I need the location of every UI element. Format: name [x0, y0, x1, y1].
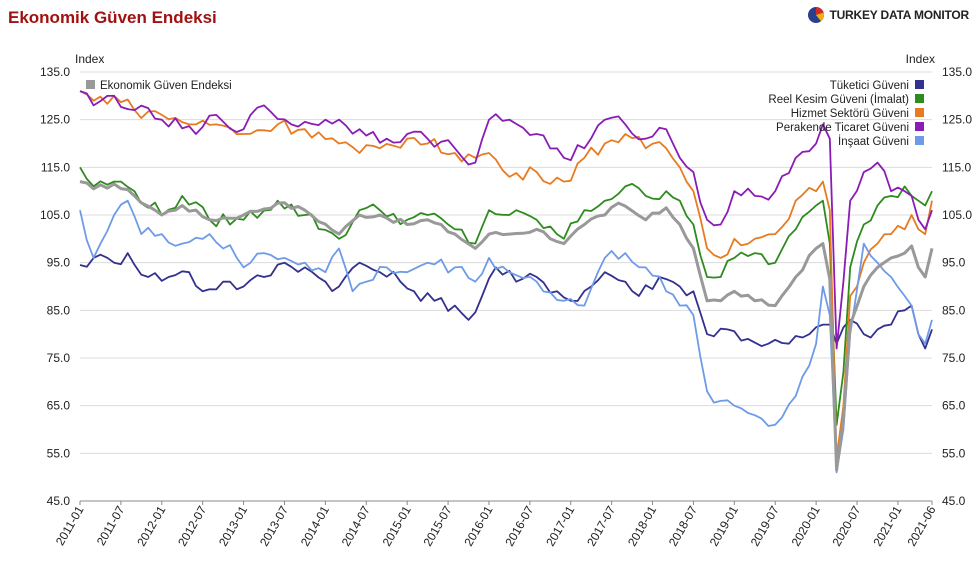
x-tick-label: 2013-07: [257, 503, 291, 548]
y-tick-label-left: 55.0: [47, 446, 71, 460]
y-tick-label-left: 85.0: [47, 303, 71, 317]
series-line: [79, 166, 933, 426]
legend-label: Hizmet Sektörü Güveni: [791, 108, 909, 120]
x-tick-label: 2011-07: [94, 503, 128, 548]
x-tick-label: 2016-01: [461, 503, 495, 548]
x-tick-label: 2019-01: [707, 503, 741, 548]
y-axis-title-left: Index: [75, 52, 104, 66]
x-tick-label: 2015-07: [421, 503, 455, 548]
y-axis-title-right: Index: [906, 52, 935, 66]
y-tick-label-right: 105.0: [942, 208, 972, 222]
legend-swatch: [915, 94, 924, 103]
y-tick-label-right: 115.0: [942, 160, 971, 174]
brand-name: TURKEY DATA MONITOR: [829, 8, 969, 22]
x-tick-label: 2017-07: [584, 503, 618, 548]
x-tick-label: 2012-07: [175, 503, 209, 548]
legend-label: Tüketici Güveni: [830, 80, 909, 92]
series-line: [79, 180, 934, 472]
x-tick-label: 2020-01: [789, 503, 823, 548]
legend-swatch: [86, 80, 95, 89]
x-tick-label: 2014-01: [298, 503, 332, 548]
y-tick-label-right: 135.0: [942, 65, 972, 79]
y-tick-label-left: 135.0: [40, 65, 70, 79]
x-tick-label: 2021-06: [904, 503, 938, 548]
y-tick-label-right: 125.0: [942, 113, 972, 127]
pie-logo-icon: [808, 7, 825, 23]
series-line: [79, 90, 933, 350]
x-tick-label: 2017-01: [543, 503, 577, 548]
y-tick-label-right: 95.0: [942, 256, 966, 270]
x-tick-label: 2015-01: [380, 503, 414, 548]
x-tick-label: 2019-07: [748, 503, 782, 548]
brand-logo[interactable]: TURKEY DATA MONITOR: [807, 6, 969, 24]
legend-swatch: [915, 136, 924, 145]
x-tick-label: 2013-01: [216, 503, 250, 548]
series-line: [79, 90, 933, 460]
y-tick-label-right: 65.0: [942, 399, 966, 413]
x-tick-label: 2014-07: [339, 503, 373, 548]
x-tick-label: 2011-01: [53, 503, 87, 548]
x-tick-label: 2016-07: [502, 503, 536, 548]
legend-label: Reel Kesim Güveni (İmalat): [768, 93, 909, 106]
legend-swatch: [915, 108, 924, 117]
x-tick-label: 2018-07: [666, 503, 700, 548]
y-tick-label-left: 65.0: [47, 399, 71, 413]
legend-swatch: [915, 122, 924, 131]
x-tick-label: 2021-01: [870, 503, 904, 548]
y-tick-label-right: 45.0: [942, 494, 966, 508]
legend-label: Perakende Ticaret Güveni: [776, 122, 909, 134]
series-line: [79, 199, 933, 474]
y-tick-label-right: 85.0: [942, 303, 966, 317]
y-tick-label-left: 95.0: [47, 256, 71, 270]
y-tick-label-right: 75.0: [942, 351, 966, 365]
legend-swatch: [915, 80, 924, 89]
series-line: [79, 252, 933, 350]
y-tick-label-left: 105.0: [40, 208, 70, 222]
y-tick-label-left: 75.0: [47, 351, 71, 365]
y-tick-label-right: 55.0: [942, 446, 966, 460]
y-tick-label-left: 115.0: [41, 160, 70, 174]
x-tick-label: 2018-01: [625, 503, 659, 548]
legend-label: Ekonomik Güven Endeksi: [100, 80, 232, 92]
legend-label: İnşaat Güveni: [838, 135, 909, 148]
page-title: Ekonomik Güven Endeksi: [8, 8, 217, 27]
y-tick-label-left: 45.0: [47, 494, 71, 508]
x-tick-label: 2012-01: [134, 503, 168, 548]
y-tick-label-left: 125.0: [40, 113, 70, 127]
x-tick-label: 2020-07: [829, 503, 863, 548]
